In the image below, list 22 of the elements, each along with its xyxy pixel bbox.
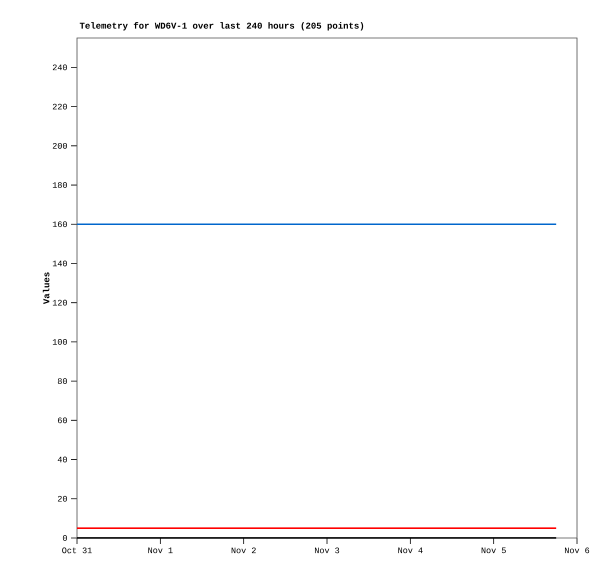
y-tick-label: 240: [52, 64, 67, 70]
y-tick-label: 200: [52, 142, 67, 149]
chart-title: Telemetry for WD6V-1 over last 240 hours (205 points): [80, 22, 364, 30]
x-tick-label: Nov 2: [232, 548, 256, 554]
y-tick-label: 220: [52, 104, 67, 110]
y-tick-label: 160: [52, 221, 67, 228]
y-tick-label: 80: [58, 378, 67, 384]
y-tick-label: 100: [52, 339, 67, 345]
y-tick-label: 0: [62, 535, 67, 541]
x-tick-label: Nov 5: [482, 548, 506, 554]
x-tick-label: Oct 31: [62, 548, 92, 554]
y-tick-label: 140: [52, 260, 67, 266]
y-tick-label: 40: [58, 456, 67, 462]
y-tick-label: 20: [58, 496, 67, 502]
y-tick-label: 180: [52, 182, 67, 188]
x-tick-label: Nov 3: [314, 548, 340, 554]
y-tick-label: 120: [52, 300, 67, 306]
x-tick-label: Nov 1: [148, 548, 173, 554]
x-tick-label: Nov 4: [398, 548, 423, 554]
y-axis-title: Values: [42, 272, 50, 304]
x-tick-label: Nov 6: [564, 548, 590, 554]
y-tick-label: 60: [58, 417, 67, 424]
